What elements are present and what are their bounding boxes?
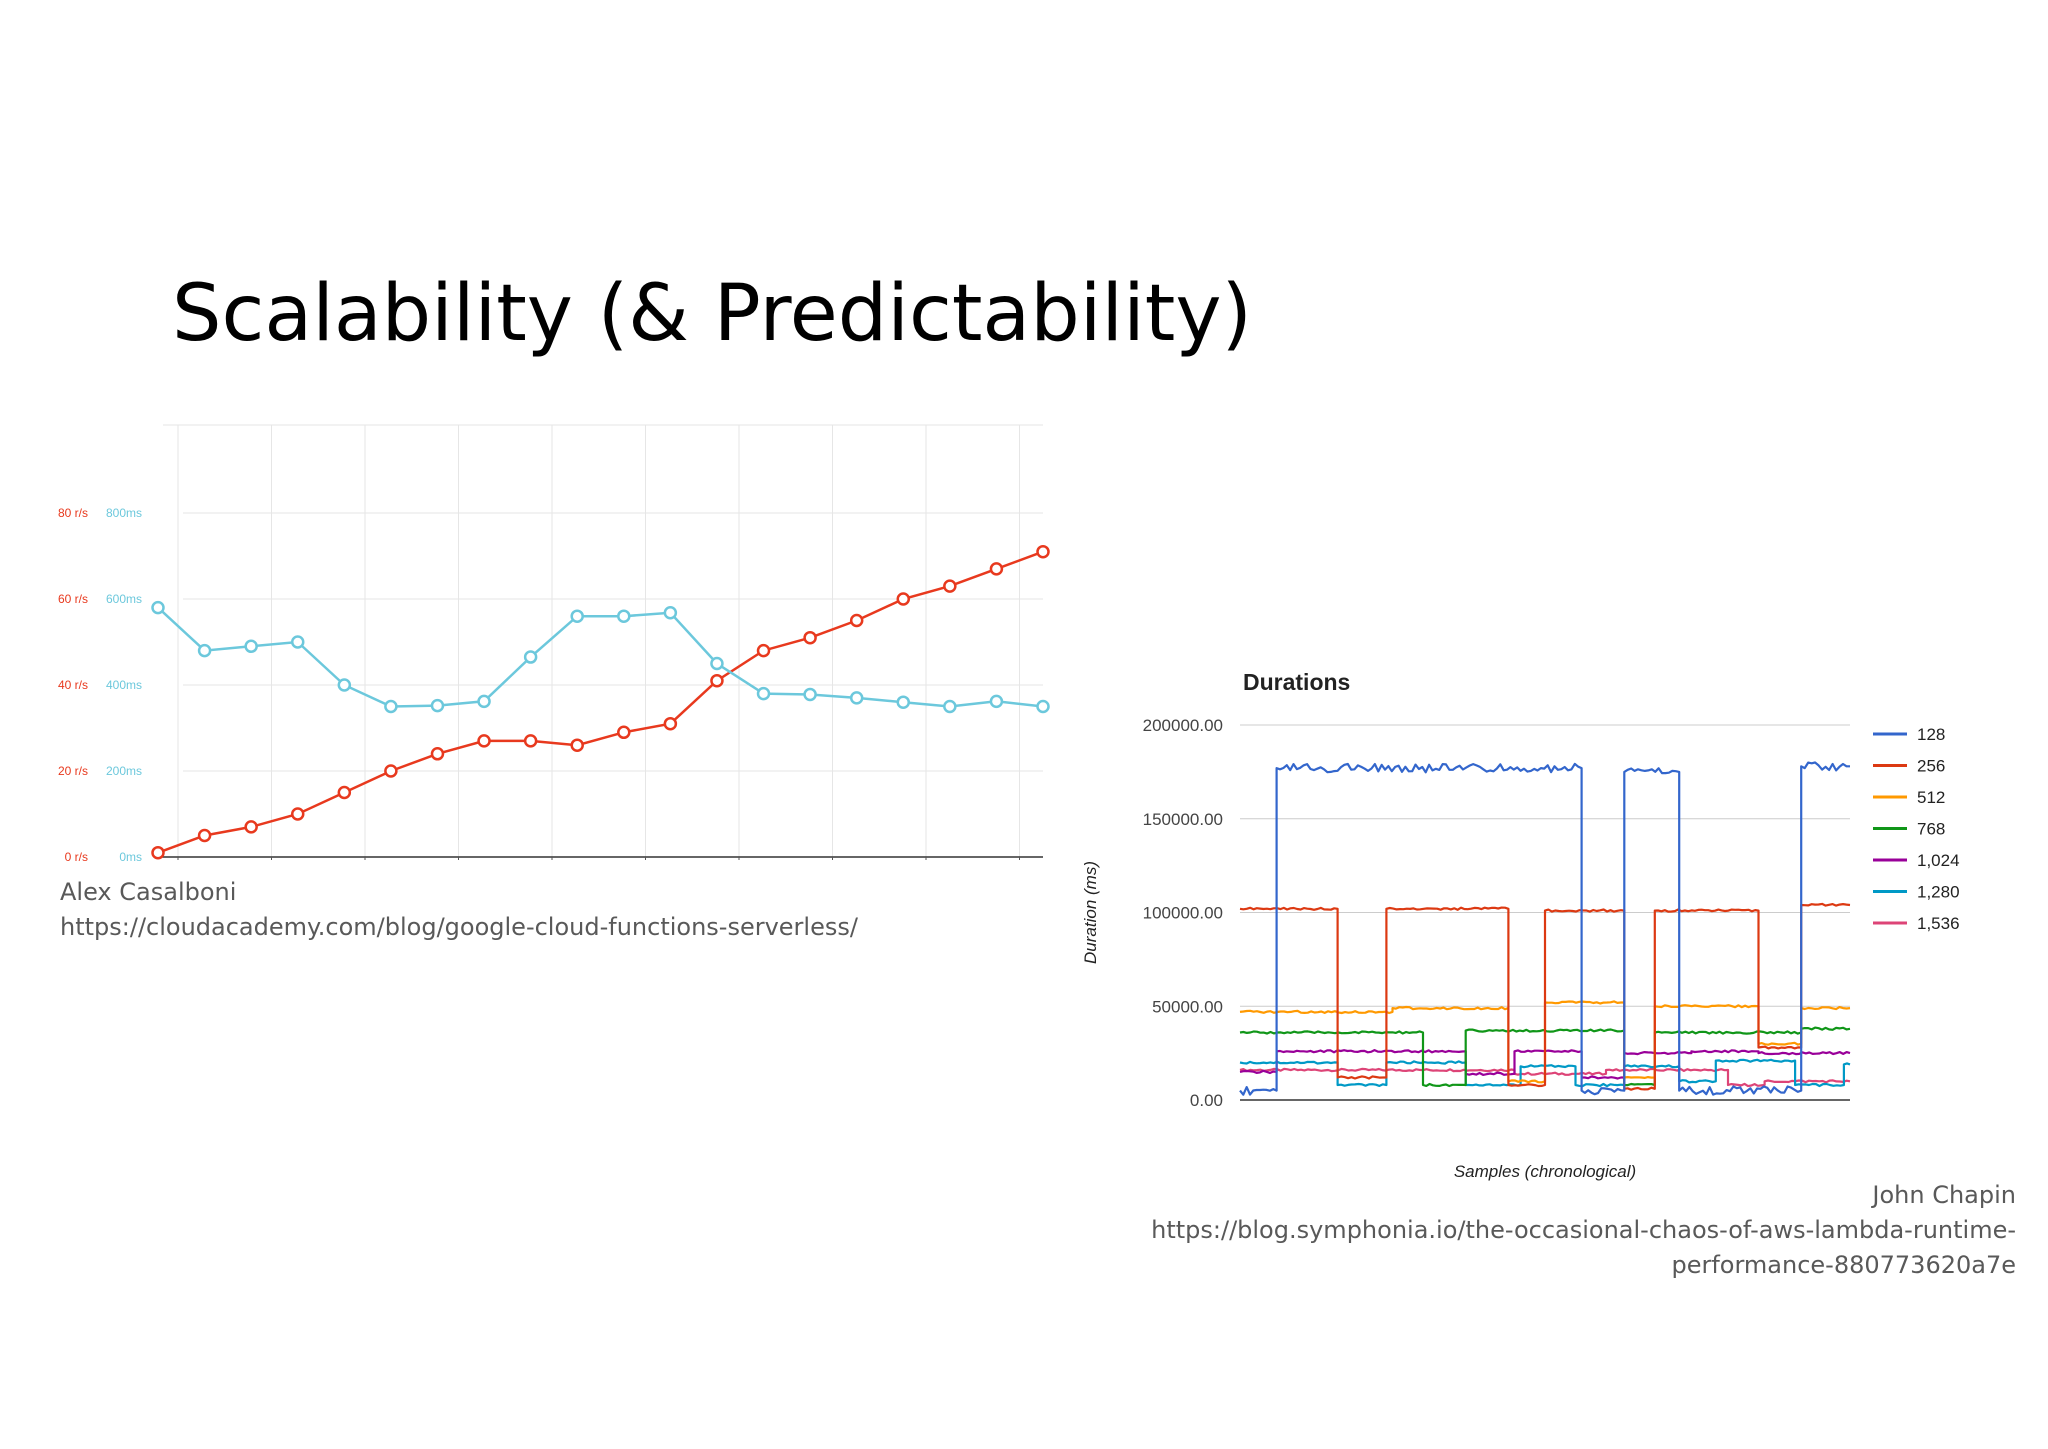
y-axis-left-tick-label: 80 r/s <box>58 506 88 520</box>
credit-link-continued[interactable]: performance-880773620a7e <box>1671 1251 2016 1279</box>
series-point-requests <box>756 643 771 658</box>
slide-title: Scalability (& Predictability) <box>172 269 1252 359</box>
series-point-latency_ms <box>337 678 352 692</box>
y-axis-right-tick-label: 800ms <box>106 506 142 520</box>
y-axis-left-tick-label: 20 r/s <box>58 764 88 778</box>
series-point-requests <box>943 579 957 593</box>
series-point-requests <box>803 630 817 645</box>
series-point-latency_ms <box>943 699 957 714</box>
y-axis-left-tick-label: 0 r/s <box>65 850 88 864</box>
series-line-1,024 <box>1239 1049 1851 1080</box>
series-point-requests <box>430 747 445 761</box>
series-point-latency_ms <box>477 694 491 709</box>
legend-label: 1,280 <box>1917 883 1960 902</box>
series-line-512 <box>1239 1000 1851 1084</box>
series-line-requests <box>157 550 1044 854</box>
legend-label: 1,024 <box>1917 851 1960 870</box>
y-axis-tick-label: 200000.00 <box>1143 716 1223 735</box>
credit-link[interactable]: https://cloudacademy.com/blog/google-clo… <box>60 913 858 941</box>
series-point-requests <box>523 734 538 748</box>
series-point-requests <box>197 828 212 843</box>
series-point-requests <box>896 592 911 606</box>
series-point-latency_ms <box>1036 699 1050 714</box>
legend-label: 256 <box>1917 757 1945 776</box>
y-axis-tick-label: 100000.00 <box>1143 904 1223 923</box>
series-point-latency_ms <box>896 695 911 709</box>
y-axis-tick-label: 50000.00 <box>1152 997 1223 1016</box>
series-line-128 <box>1239 761 1850 1096</box>
credit-author: Alex Casalboni <box>60 878 237 906</box>
x-axis-label: Samples (chronological) <box>1454 1162 1636 1181</box>
series-point-requests <box>663 716 678 731</box>
series-point-latency_ms <box>151 600 165 615</box>
series-point-latency_ms <box>430 698 445 713</box>
series-line-1,280 <box>1239 1058 1851 1088</box>
series-point-latency_ms <box>849 691 864 705</box>
series-point-latency_ms <box>803 687 817 702</box>
legend-label: 1,536 <box>1917 914 1960 933</box>
chart-title: Durations <box>1243 669 1350 695</box>
series-line-latency_ms <box>157 606 1044 708</box>
series-point-requests <box>989 562 1004 576</box>
series-point-latency_ms <box>384 699 398 714</box>
series-point-latency_ms <box>570 609 584 623</box>
legend-label: 768 <box>1917 820 1945 839</box>
durations-chart: Durations 0.00 50000.00 100000.00 150000.00 2… <box>1081 669 1960 1181</box>
series-point-requests <box>617 725 631 740</box>
y-axis-right-tick-label: 400ms <box>106 678 142 692</box>
legend-label: 512 <box>1917 788 1945 807</box>
series-point-latency_ms <box>989 694 1004 709</box>
series-point-latency_ms <box>663 606 678 620</box>
series-point-latency_ms <box>756 686 771 701</box>
series-point-requests <box>1036 544 1050 559</box>
y-axis-right-tick-label: 0ms <box>119 850 142 864</box>
series-point-latency_ms <box>523 650 538 664</box>
series-point-latency_ms <box>244 639 258 654</box>
series-point-requests <box>384 764 398 778</box>
credit-right: John Chapin https://blog.symphonia.io/th… <box>1151 1178 2016 1283</box>
series-point-requests <box>244 820 258 834</box>
requests-latency-chart: 0 r/s 20 r/s 40 r/s 60 r/s 80 r/s 0ms 200ms 400… <box>58 424 1050 864</box>
legend-label: 128 <box>1917 725 1945 744</box>
series-point-latency_ms <box>290 635 305 649</box>
series-point-latency_ms <box>710 656 724 671</box>
series-point-requests <box>290 807 305 821</box>
series-line-1,536 <box>1239 1067 1851 1088</box>
y-axis-tick-label: 150000.00 <box>1143 810 1223 829</box>
series-point-requests <box>151 845 165 860</box>
credit-author: John Chapin <box>1872 1181 2016 1209</box>
series-line-256 <box>1239 902 1851 1091</box>
series-point-requests <box>570 738 584 752</box>
series-point-requests <box>477 734 491 748</box>
y-axis-tick-label: 0.00 <box>1190 1091 1223 1110</box>
series-point-requests <box>710 673 724 688</box>
series-point-requests <box>849 613 864 628</box>
credit-left: Alex Casalboni https://cloudacademy.com/… <box>60 875 858 945</box>
series-point-requests <box>337 785 352 800</box>
y-axis-right-tick-label: 600ms <box>106 592 142 606</box>
y-axis-label: Duration (ms) <box>1081 861 1100 964</box>
credit-link[interactable]: https://blog.symphonia.io/the-occasional… <box>1151 1216 2016 1244</box>
y-axis-left-tick-label: 40 r/s <box>58 678 88 692</box>
y-axis-left-tick-label: 60 r/s <box>58 592 88 606</box>
series-point-latency_ms <box>617 609 631 623</box>
series-point-latency_ms <box>197 643 212 658</box>
y-axis-right-tick-label: 200ms <box>106 764 142 778</box>
